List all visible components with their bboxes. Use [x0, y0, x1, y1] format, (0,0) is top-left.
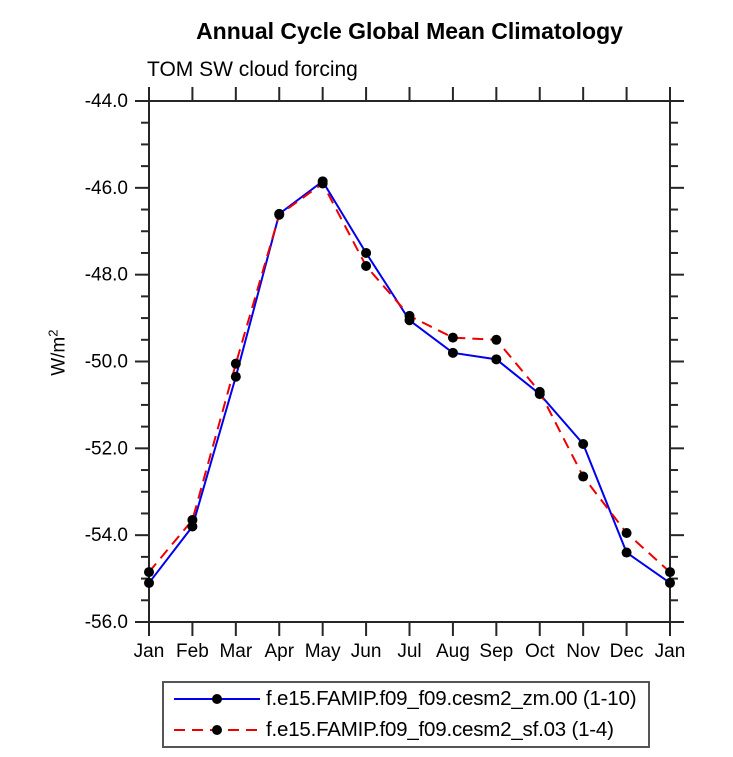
data-point	[491, 334, 502, 345]
data-point	[665, 567, 675, 578]
data-point	[447, 332, 458, 343]
series-line-solid-blue	[148, 179, 671, 584]
x-tick-label: Jun	[351, 641, 382, 662]
x-axis-tick-labels: Jan Feb Mar Apr May Jun Jul Aug Sep Oct Nov Dec Jan	[134, 641, 686, 662]
y-tick-label: -54.0	[85, 525, 128, 546]
x-tick-label: Dec	[610, 641, 644, 662]
y-axis-tick-labels: -44.0 -46.0 -48.0 -50.0 -52.0 -54.0 -56.0	[85, 91, 128, 633]
legend-label: f.e15.FAMIP.f09_f09.cesm2_zm.00 (1-10)	[266, 687, 637, 710]
data-point	[404, 310, 415, 321]
data-point	[230, 371, 241, 382]
x-tick-label: May	[305, 641, 341, 662]
chart-title: Annual Cycle Global Mean Climatology	[196, 18, 623, 44]
y-tick-label: -48.0	[85, 265, 128, 286]
data-point	[230, 358, 241, 369]
y-tick-label: -50.0	[85, 352, 128, 373]
data-point	[144, 577, 154, 588]
x-tick-label: Jan	[134, 641, 165, 662]
data-point	[621, 527, 632, 538]
x-axis-ticks	[148, 87, 671, 636]
data-point	[144, 567, 154, 578]
y-axis-ticks	[135, 100, 684, 623]
series-line-dashed-red	[148, 182, 671, 573]
x-tick-label: Mar	[219, 641, 252, 662]
y-tick-label: -46.0	[85, 178, 128, 199]
data-point	[621, 547, 632, 558]
y-tick-label: -52.0	[85, 438, 128, 459]
data-point	[491, 354, 502, 365]
data-point	[665, 577, 675, 588]
legend-label: f.e15.FAMIP.f09_f09.cesm2_sf.03 (1-4)	[266, 718, 614, 741]
data-point	[361, 247, 372, 258]
x-tick-label: Jan	[655, 641, 686, 662]
x-tick-label: Sep	[479, 641, 513, 662]
legend-entry-zm00: f.e15.FAMIP.f09_f09.cesm2_zm.00 (1-10)	[164, 684, 648, 714]
x-tick-label: Jul	[397, 641, 421, 662]
legend-line-sample-solid	[174, 694, 260, 704]
x-tick-label: Oct	[525, 641, 555, 662]
x-tick-label: Aug	[436, 641, 470, 662]
data-point	[578, 438, 589, 449]
data-point	[361, 260, 372, 271]
chart-legend: f.e15.FAMIP.f09_f09.cesm2_zm.00 (1-10) f…	[162, 681, 650, 748]
x-tick-label: Feb	[176, 641, 209, 662]
axes-frame	[148, 100, 671, 623]
data-point	[274, 209, 285, 220]
data-point	[447, 347, 458, 358]
y-tick-label: -56.0	[85, 612, 128, 633]
data-point-markers	[144, 176, 675, 588]
x-tick-label: Apr	[264, 641, 294, 662]
data-point	[578, 471, 589, 482]
legend-entry-sf03: f.e15.FAMIP.f09_f09.cesm2_sf.03 (1-4)	[164, 715, 648, 745]
legend-line-sample-dashed	[174, 725, 260, 735]
y-tick-label: -44.0	[85, 91, 128, 112]
data-point	[317, 178, 328, 189]
data-point	[187, 514, 198, 525]
chart-subtitle: TOM SW cloud forcing	[147, 58, 358, 81]
x-tick-label: Nov	[566, 641, 600, 662]
data-point	[534, 386, 545, 397]
